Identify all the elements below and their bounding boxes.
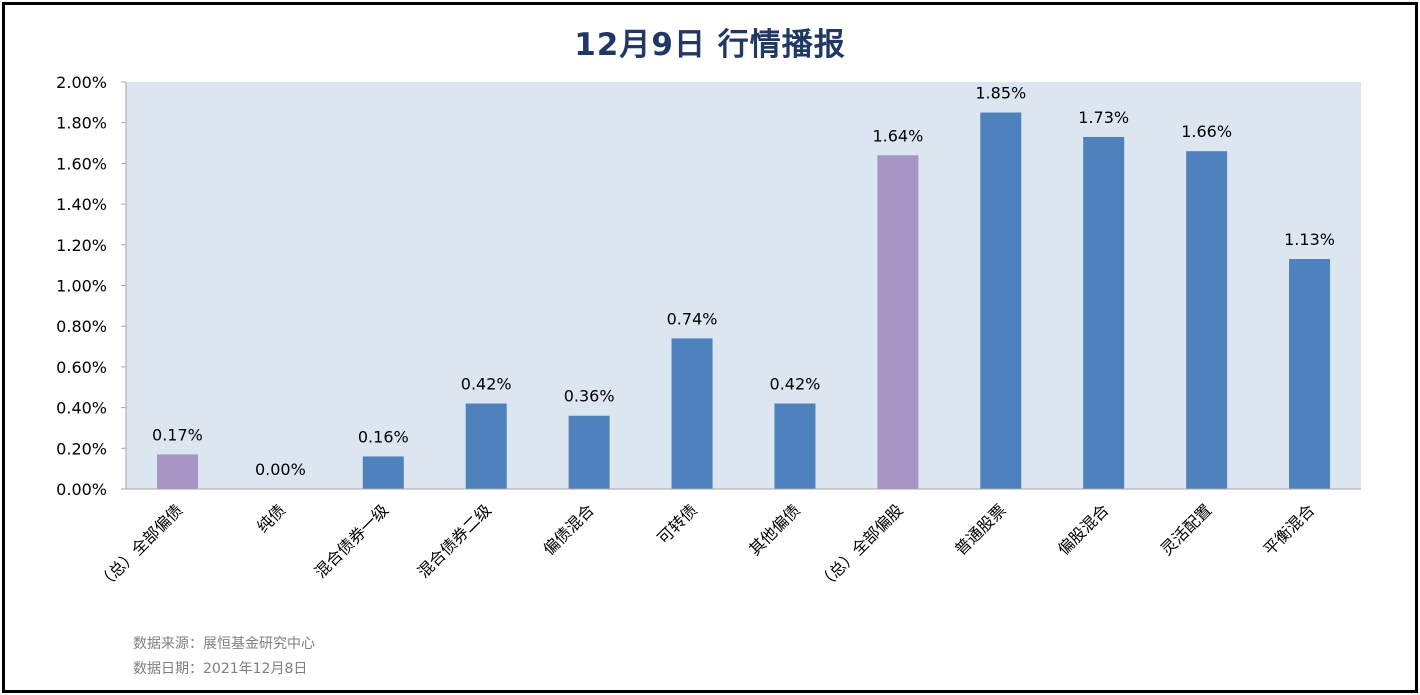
bar-value-label: 1.73% [1078, 108, 1129, 127]
bar [1289, 259, 1331, 489]
bar-value-label: 0.42% [770, 375, 821, 394]
bar [156, 454, 198, 489]
bar [1083, 136, 1125, 489]
x-tick-label: 灵活配置 [1157, 500, 1216, 559]
x-tick-label: 纯债 [253, 500, 289, 536]
bar [877, 155, 919, 489]
bar-value-label: 0.42% [461, 375, 512, 394]
bar-value-label: 1.85% [975, 84, 1026, 103]
bar [774, 403, 816, 489]
bar-value-label: 0.17% [152, 425, 203, 444]
y-tick-label: 0.60% [56, 358, 107, 377]
x-tick-label: 混合债券二级 [414, 500, 495, 581]
y-tick-label: 1.00% [56, 277, 107, 296]
bar-value-label: 0.00% [255, 460, 306, 479]
bar [980, 112, 1022, 490]
x-tick-label: 普通股票 [951, 500, 1010, 559]
x-tick-label: 混合债券一级 [311, 500, 392, 581]
y-tick-label: 0.00% [56, 480, 107, 499]
y-tick-label: 1.80% [56, 114, 107, 133]
bar-value-label: 0.36% [564, 387, 615, 406]
x-tick-label: 平衡混合 [1260, 500, 1319, 559]
chart-notes: 数据来源：展恒基金研究中心 数据日期：2021年12月8日 [133, 632, 315, 682]
bar [671, 338, 713, 489]
bar-value-label: 1.13% [1284, 230, 1335, 249]
bar [465, 403, 507, 489]
y-tick-label: 0.20% [56, 439, 107, 458]
bar [568, 415, 610, 489]
y-tick-label: 1.40% [56, 195, 107, 214]
y-tick-label: 0.40% [56, 399, 107, 418]
bar [1186, 151, 1228, 489]
bar-value-label: 0.16% [358, 427, 409, 446]
x-tick-label: 偏债混合 [539, 500, 598, 559]
y-tick-label: 2.00% [56, 73, 107, 92]
x-tick-label: 可转债 [653, 500, 700, 547]
x-tick-label: （总）全部偏债 [94, 500, 187, 593]
x-tick-label: 偏股混合 [1054, 500, 1113, 559]
bar-value-label: 0.74% [667, 309, 718, 328]
bar-value-label: 1.64% [872, 126, 923, 145]
chart-title: 12月9日 行情播报 [574, 27, 846, 63]
source-note: 数据来源：展恒基金研究中心 [133, 636, 315, 652]
bar-value-label: 1.66% [1181, 122, 1232, 141]
date-note: 数据日期：2021年12月8日 [133, 661, 308, 677]
y-tick-label: 1.60% [56, 154, 107, 173]
y-tick-label: 0.80% [56, 317, 107, 336]
y-tick-label: 1.20% [56, 236, 107, 255]
plot-area [126, 82, 1361, 489]
x-tick-label: 其他偏债 [745, 500, 804, 559]
x-tick-label: （总）全部偏股 [814, 500, 907, 593]
bar [362, 456, 404, 489]
